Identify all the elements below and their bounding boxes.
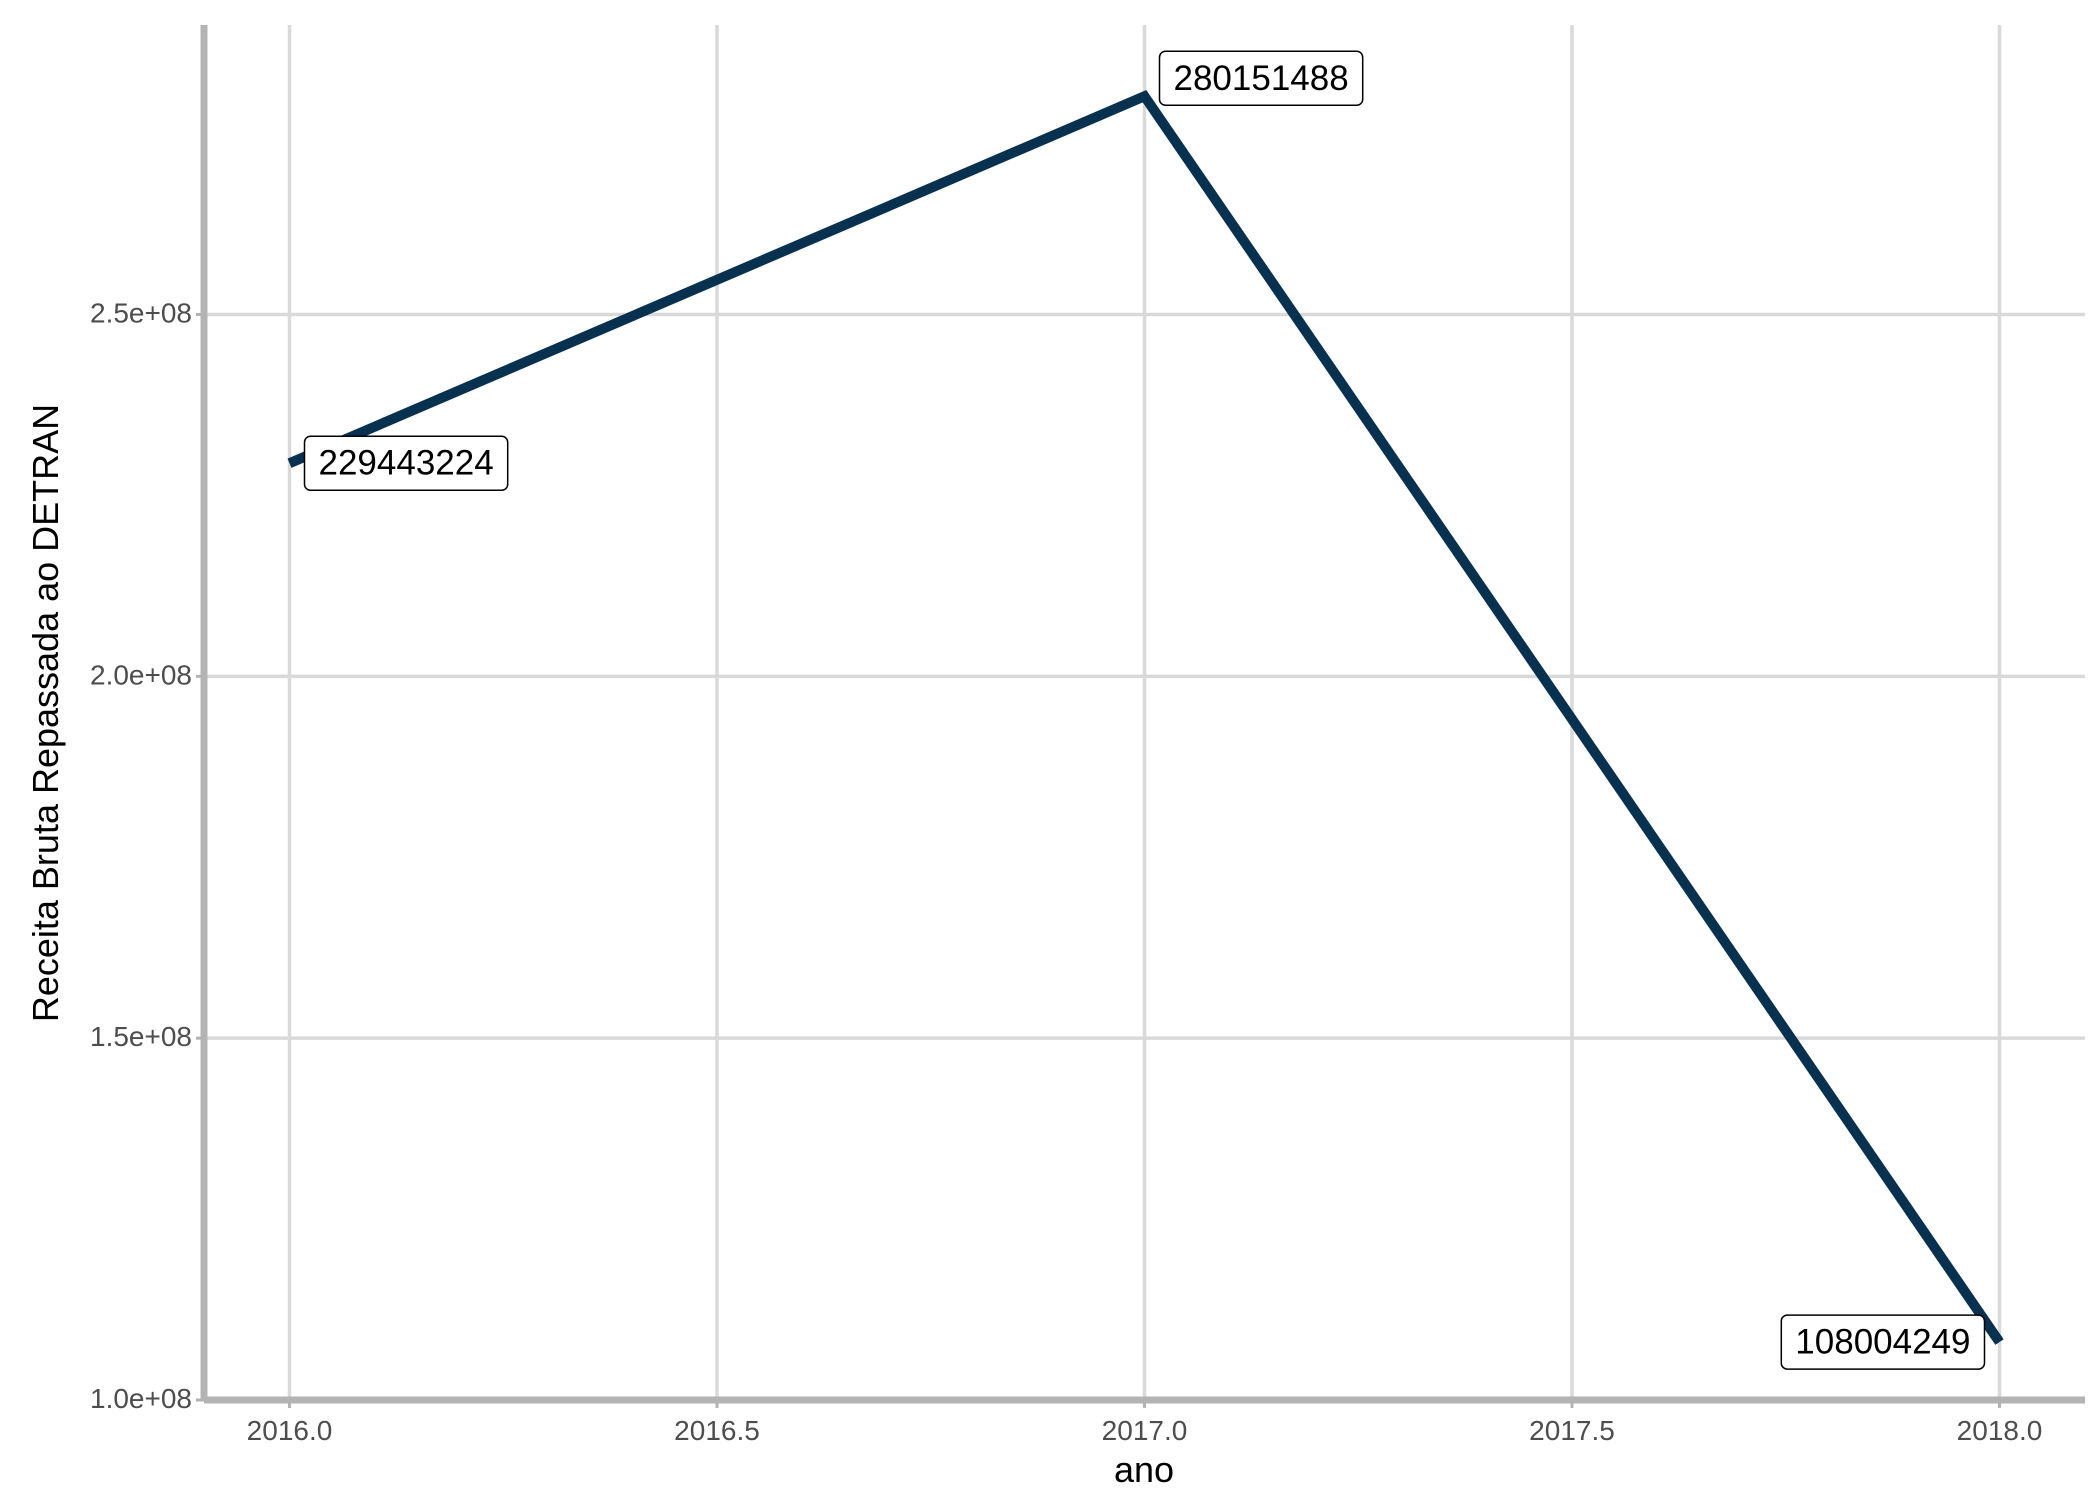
tick-labels: 2016.0 2016.5 2017.0 2017.5 2018.0 1.0e+08 1.5…	[90, 297, 2042, 1446]
y-tick-label: 1.5e+08	[90, 1021, 192, 1052]
grid-lines	[204, 25, 2085, 1402]
data-labels: 229443224 280151488 108004249	[303, 50, 1986, 1370]
y-tick-label: 2.0e+08	[90, 659, 192, 690]
x-tick-label: 2016.0	[247, 1415, 333, 1446]
x-axis-title: ano	[1114, 1449, 1174, 1490]
data-label-text: 280151488	[1174, 59, 1349, 98]
data-label-box	[1780, 1314, 1986, 1370]
x-tick-label: 2018.0	[1957, 1415, 2043, 1446]
data-label-text: 108004249	[1795, 1323, 1970, 1362]
data-label-text: 229443224	[319, 444, 494, 483]
data-label: 280151488	[1158, 50, 1364, 107]
x-tick-label: 2017.5	[1529, 1415, 1615, 1446]
data-label-box	[303, 435, 509, 491]
series-line	[287, 90, 2004, 1345]
y-axis-title: Receita Bruta Repassada ao DETRAN	[25, 404, 66, 1022]
axes	[196, 25, 2085, 1408]
data-label-box	[1158, 50, 1364, 107]
x-tick-label: 2017.0	[1102, 1415, 1188, 1446]
y-tick-label: 2.5e+08	[90, 297, 192, 328]
x-tick-label: 2016.5	[674, 1415, 760, 1446]
data-label: 229443224	[303, 435, 509, 491]
y-tick-label: 1.0e+08	[90, 1383, 192, 1414]
data-label: 108004249	[1780, 1314, 1986, 1370]
series	[287, 90, 2004, 1345]
